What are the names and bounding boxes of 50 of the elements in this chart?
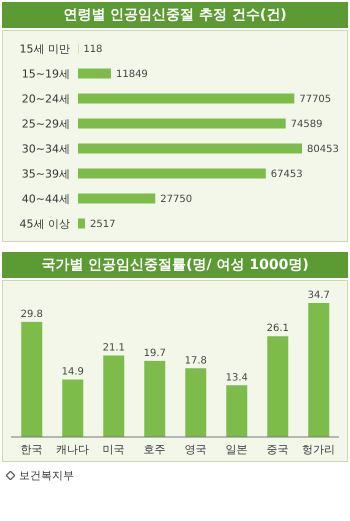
x-tick-label: 일본 — [226, 442, 248, 456]
y-tick-label: 15세 미만 — [20, 42, 70, 56]
data-label: 26.1 — [266, 323, 289, 334]
data-label: 34.7 — [308, 290, 330, 301]
data-label: 29.8 — [20, 308, 43, 320]
data-label: 67453 — [270, 169, 303, 180]
data-label: 2517 — [90, 219, 116, 230]
y-tick-label: 20~24세 — [22, 92, 70, 106]
bar — [103, 356, 124, 437]
chart-title: 연령별 인공임신중절 추정 건수(건) — [2, 2, 348, 28]
bar — [78, 168, 266, 178]
y-tick-label: 30~34세 — [22, 142, 70, 156]
bar — [267, 336, 288, 437]
data-label: 21.1 — [102, 342, 125, 354]
text: 보건복지부 — [19, 468, 74, 483]
data-label: 11849 — [116, 69, 148, 80]
data-label: 27750 — [160, 194, 192, 206]
y-tick-label: 15~19세 — [22, 67, 70, 80]
bar — [226, 385, 248, 437]
bar — [21, 322, 42, 437]
data-label: 118 — [83, 44, 102, 56]
data-label: 17.8 — [184, 355, 207, 366]
bar — [185, 368, 206, 437]
bar — [78, 68, 111, 78]
x-tick-label: 호주 — [144, 442, 166, 456]
x-tick-label: 헝가리 — [302, 442, 335, 456]
bar — [78, 118, 286, 128]
y-tick-label: 25~29세 — [22, 117, 70, 130]
x-tick-label: 미국 — [102, 442, 124, 456]
x-tick-label: 영국 — [184, 442, 206, 456]
x-tick-label: 캐나다 — [56, 442, 89, 456]
bar — [62, 379, 84, 437]
bar — [78, 218, 86, 228]
y-tick-label: 45세 이상 — [20, 217, 70, 230]
data-label: 80453 — [307, 144, 339, 156]
bar — [78, 94, 294, 104]
y-tick-label: 35~39세 — [22, 167, 70, 180]
x-tick-label: 한국 — [20, 442, 42, 456]
y-tick-label: 40~44세 — [22, 192, 70, 206]
data-label: 74589 — [290, 119, 322, 130]
chart-title: 국가별 인공임신중절률(명/ 여성 1000명) — [2, 252, 348, 278]
bar — [78, 144, 302, 154]
data-label: 14.9 — [62, 366, 84, 378]
data-label: 19.7 — [144, 348, 166, 359]
bar — [144, 360, 166, 437]
bar — [308, 303, 330, 437]
data-label: 77705 — [299, 94, 332, 106]
bar — [78, 194, 156, 204]
x-tick-label: 중국 — [266, 442, 288, 456]
data-label: 13.4 — [226, 372, 248, 384]
